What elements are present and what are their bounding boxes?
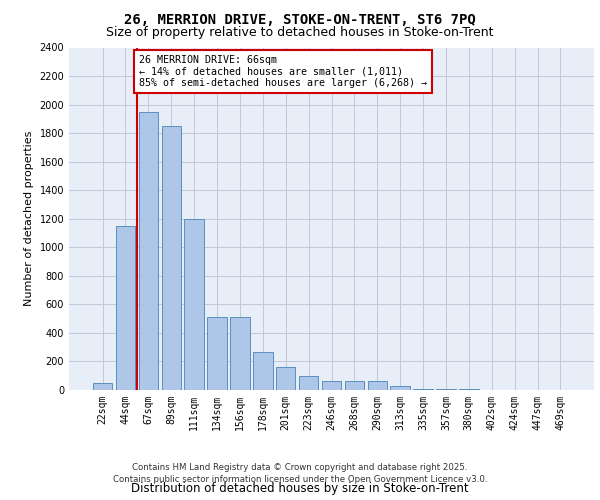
Bar bbox=[161, 126, 181, 390]
Bar bbox=[322, 382, 341, 390]
Text: Contains public sector information licensed under the Open Government Licence v3: Contains public sector information licen… bbox=[113, 475, 487, 484]
Bar bbox=[299, 376, 319, 390]
Text: Size of property relative to detached houses in Stoke-on-Trent: Size of property relative to detached ho… bbox=[106, 26, 494, 39]
Bar bbox=[276, 367, 295, 390]
Bar bbox=[253, 352, 272, 390]
Bar bbox=[139, 112, 158, 390]
Bar bbox=[208, 317, 227, 390]
Bar bbox=[391, 386, 410, 390]
Bar bbox=[368, 382, 387, 390]
Y-axis label: Number of detached properties: Number of detached properties bbox=[24, 131, 34, 306]
Bar bbox=[344, 382, 364, 390]
Text: 26 MERRION DRIVE: 66sqm
← 14% of detached houses are smaller (1,011)
85% of semi: 26 MERRION DRIVE: 66sqm ← 14% of detache… bbox=[139, 54, 427, 88]
Text: Distribution of detached houses by size in Stoke-on-Trent: Distribution of detached houses by size … bbox=[131, 482, 469, 495]
Bar bbox=[184, 219, 204, 390]
Bar bbox=[230, 317, 250, 390]
Text: 26, MERRION DRIVE, STOKE-ON-TRENT, ST6 7PQ: 26, MERRION DRIVE, STOKE-ON-TRENT, ST6 7… bbox=[124, 12, 476, 26]
Text: Contains HM Land Registry data © Crown copyright and database right 2025.: Contains HM Land Registry data © Crown c… bbox=[132, 464, 468, 472]
Bar bbox=[93, 383, 112, 390]
Bar bbox=[116, 226, 135, 390]
Bar bbox=[413, 388, 433, 390]
